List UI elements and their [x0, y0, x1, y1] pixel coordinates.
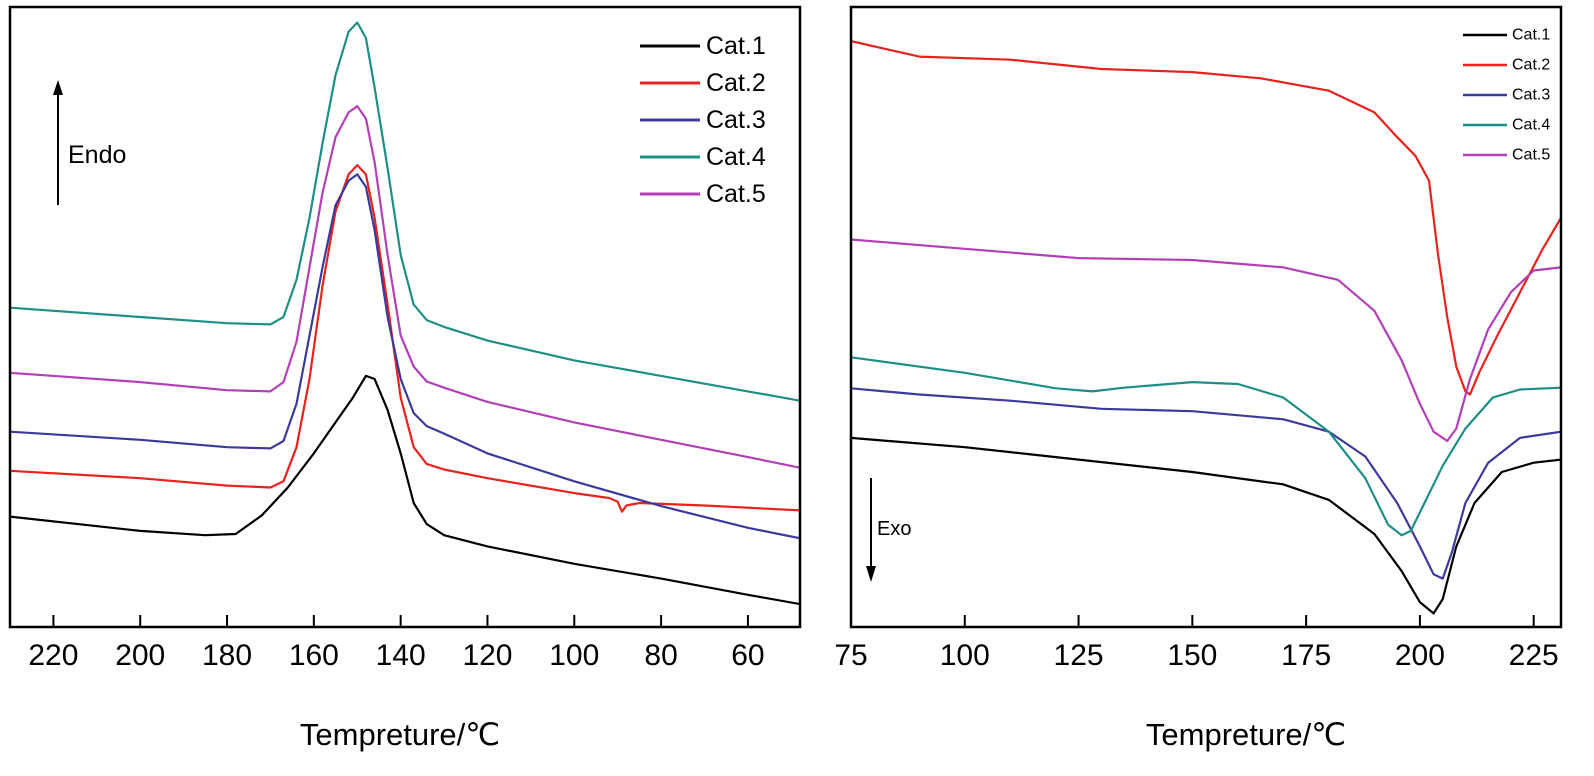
left-series-line-cat2: [10, 164, 800, 513]
right-plot-curves: [851, 40, 1561, 615]
right-x-tick-label: 125: [1054, 639, 1104, 672]
left-plot-curves: [10, 21, 800, 606]
right-x-tick-label: 75: [834, 639, 867, 672]
right-series-line-cat1: [851, 436, 1561, 615]
right-exo-annotation: Exo: [866, 478, 911, 582]
left-x-tick-label: 140: [376, 639, 426, 672]
left-series-line-cat5: [10, 105, 800, 469]
right-plot-frame: [849, 5, 1563, 629]
endo-label: Endo: [68, 141, 126, 169]
right-series-line-cat3: [851, 387, 1561, 580]
left-legend-label: Cat.1: [706, 32, 766, 60]
left-x-tick-label: 60: [731, 639, 764, 672]
left-x-tick-label: 120: [462, 639, 512, 672]
right-x-tick-label: 200: [1395, 639, 1445, 672]
right-legend-label: Cat.1: [1512, 27, 1550, 44]
left-endo-annotation: Endo: [53, 80, 126, 205]
left-x-tick-label: 100: [549, 639, 599, 672]
right-legend: Cat.1 Cat.2 Cat.3 Cat.4 Cat.5: [1463, 27, 1550, 164]
left-x-axis-ticks: 220 200 180 160 140 120 100 80 60: [28, 615, 765, 672]
left-series-line-cat3: [10, 173, 800, 540]
left-x-axis-title: Tempreture/℃: [300, 717, 500, 752]
right-legend-label: Cat.3: [1512, 87, 1550, 104]
right-series-line-cat2: [851, 40, 1561, 396]
right-chart-panel: 75 100 125 150 175 200 225 Tempreture/℃ Exo Ca…: [834, 5, 1563, 752]
right-x-axis-ticks: 75 100 125 150 175 200 225: [834, 615, 1559, 672]
right-legend-label: Cat.5: [1512, 147, 1550, 164]
right-x-tick-label: 100: [940, 639, 990, 672]
right-x-axis-title: Tempreture/℃: [1146, 717, 1346, 752]
left-legend: Cat.1 Cat.2 Cat.3 Cat.4 Cat.5: [640, 32, 766, 208]
left-chart-panel: 220 200 180 160 140 120 100 80 60 Tempreture/℃ E…: [8, 5, 802, 752]
left-x-tick-label: 180: [202, 639, 252, 672]
exo-label: Exo: [877, 518, 911, 540]
right-legend-label: Cat.4: [1512, 117, 1550, 134]
right-x-tick-label: 225: [1509, 639, 1559, 672]
left-x-tick-label: 200: [115, 639, 165, 672]
right-x-tick-label: 175: [1281, 639, 1331, 672]
left-x-tick-label: 160: [289, 639, 339, 672]
left-legend-label: Cat.2: [706, 69, 766, 97]
right-legend-label: Cat.2: [1512, 57, 1550, 74]
left-plot-frame: [8, 5, 802, 629]
left-legend-label: Cat.3: [706, 106, 766, 134]
exo-arrow-head-icon: [866, 566, 876, 582]
right-x-tick-label: 150: [1167, 639, 1217, 672]
left-x-tick-label: 80: [644, 639, 677, 672]
right-series-line-cat4: [851, 356, 1561, 537]
left-legend-label: Cat.5: [706, 180, 766, 208]
left-legend-label: Cat.4: [706, 143, 766, 171]
right-series-line-cat5: [851, 238, 1561, 443]
endo-arrow-head-icon: [53, 80, 63, 95]
left-series-line-cat1: [10, 374, 800, 606]
left-x-tick-label: 220: [28, 639, 78, 672]
left-series-line-cat4: [10, 21, 800, 402]
